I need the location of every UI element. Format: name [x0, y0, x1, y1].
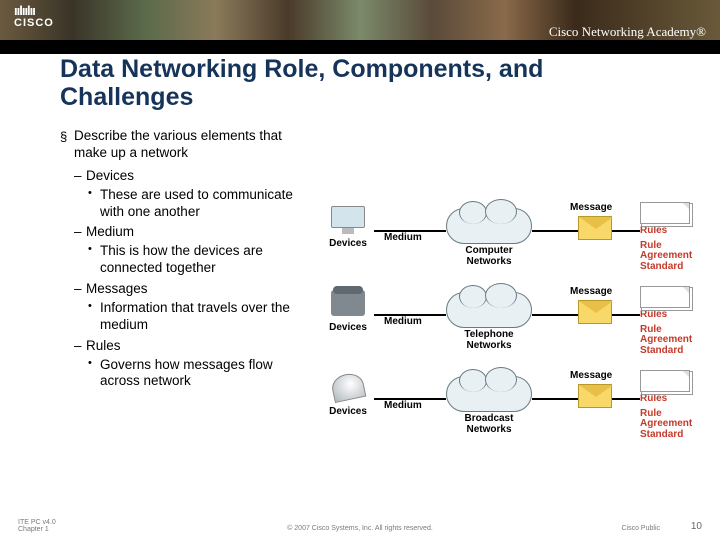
rules-line3: Standard — [640, 430, 708, 441]
rules-line3: Standard — [640, 346, 708, 357]
network-diagram: Devices Medium Computer Networks Message… — [318, 202, 710, 462]
message-line-left — [532, 398, 578, 400]
header-black-bar — [0, 40, 720, 54]
medium-label: Medium — [384, 400, 422, 411]
message-line-right — [612, 314, 640, 316]
satellite-dish-icon — [329, 374, 367, 404]
bullet-main: Describe the various elements that make … — [60, 128, 310, 162]
rules-line2: Agreement — [640, 335, 708, 346]
cloud-icon — [446, 376, 532, 412]
cloud-label: Broadcast Networks — [446, 414, 532, 435]
bullet-messages-detail: Information that travels over the medium — [60, 300, 310, 334]
bullet-messages: Messages — [60, 281, 310, 298]
academy-title: Cisco Networking Academy® — [549, 24, 706, 40]
rules-sheet-icon — [640, 202, 690, 224]
bullet-rules-detail: Governs how messages flow across network — [60, 357, 310, 391]
medium-label: Medium — [384, 232, 422, 243]
header-band: ıılıılıı CISCO Cisco Networking Academy® — [0, 0, 720, 54]
rules-line2: Agreement — [640, 419, 708, 430]
devices-label: Devices — [318, 238, 378, 249]
footer-classification: Cisco Public — [621, 525, 660, 532]
message-line-left — [532, 230, 578, 232]
message-line-right — [612, 398, 640, 400]
envelope-icon — [578, 216, 612, 240]
devices-label: Devices — [318, 322, 378, 333]
diagram-row-broadcast: Devices Medium Broadcast Networks Messag… — [318, 370, 710, 446]
content-bullets: Describe the various elements that make … — [60, 128, 310, 392]
cloud-label: Telephone Networks — [446, 330, 532, 351]
bullet-rules: Rules — [60, 338, 310, 355]
envelope-icon — [578, 300, 612, 324]
cisco-logo-bars-icon: ıılıılıı — [14, 4, 54, 17]
rules-line2: Agreement — [640, 251, 708, 262]
phone-icon — [329, 290, 367, 320]
rules-line3: Standard — [640, 262, 708, 273]
cisco-logo-text: CISCO — [14, 17, 54, 29]
message-line-left — [532, 314, 578, 316]
device-phone: Devices — [318, 290, 378, 333]
bullet-devices-detail: These are used to communicate with one a… — [60, 187, 310, 221]
rules-title: Rules — [640, 310, 708, 321]
rules-title: Rules — [640, 394, 708, 405]
cloud-telephone-networks: Telephone Networks — [446, 292, 532, 336]
rules-group: Rules Rule Agreement Standard — [640, 286, 708, 356]
device-dish: Devices — [318, 374, 378, 417]
message-label: Message — [570, 370, 612, 381]
cloud-broadcast-networks: Broadcast Networks — [446, 376, 532, 420]
footer-page-number: 10 — [691, 521, 702, 532]
cloud-icon — [446, 292, 532, 328]
rules-sheet-icon — [640, 286, 690, 308]
rules-sheet-icon — [640, 370, 690, 392]
computer-icon — [329, 206, 367, 236]
device-computer: Devices — [318, 206, 378, 249]
cloud-icon — [446, 208, 532, 244]
diagram-row-computer: Devices Medium Computer Networks Message… — [318, 202, 710, 278]
rules-title: Rules — [640, 226, 708, 237]
cloud-computer-networks: Computer Networks — [446, 208, 532, 252]
devices-label: Devices — [318, 406, 378, 417]
bullet-medium: Medium — [60, 224, 310, 241]
message-label: Message — [570, 286, 612, 297]
bullet-medium-detail: This is how the devices are connected to… — [60, 243, 310, 277]
bullet-devices: Devices — [60, 168, 310, 185]
rules-group: Rules Rule Agreement Standard — [640, 370, 708, 440]
slide-title: Data Networking Role, Components, and Ch… — [60, 56, 680, 111]
diagram-row-telephone: Devices Medium Telephone Networks Messag… — [318, 286, 710, 362]
cisco-logo: ıılıılıı CISCO — [14, 4, 54, 29]
cloud-label: Computer Networks — [446, 246, 532, 267]
envelope-icon — [578, 384, 612, 408]
rules-group: Rules Rule Agreement Standard — [640, 202, 708, 272]
medium-label: Medium — [384, 316, 422, 327]
footer-copyright: © 2007 Cisco Systems, Inc. All rights re… — [0, 525, 720, 532]
message-label: Message — [570, 202, 612, 213]
message-line-right — [612, 230, 640, 232]
footer: ITE PC v4.0 Chapter 1 © 2007 Cisco Syste… — [0, 512, 720, 534]
